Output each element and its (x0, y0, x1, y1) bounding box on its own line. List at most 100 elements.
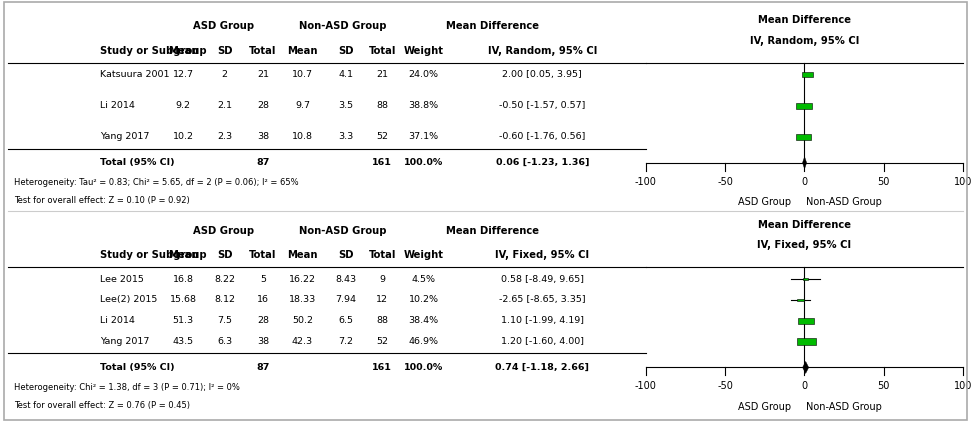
Text: 7.2: 7.2 (338, 337, 353, 346)
Text: 2.1: 2.1 (218, 101, 232, 110)
Text: Heterogeneity: Chi² = 1.38, df = 3 (P = 0.71); I² = 0%: Heterogeneity: Chi² = 1.38, df = 3 (P = … (15, 383, 240, 392)
Text: Weight: Weight (404, 46, 444, 56)
Text: 7.94: 7.94 (335, 295, 356, 304)
Text: IV, Random, 95% CI: IV, Random, 95% CI (487, 46, 597, 56)
Text: 42.3: 42.3 (292, 337, 313, 346)
Text: Mean Difference: Mean Difference (446, 226, 539, 236)
Text: SD: SD (217, 250, 232, 260)
Text: ASD Group: ASD Group (738, 402, 791, 411)
Text: Mean Difference: Mean Difference (758, 16, 851, 25)
Text: 52: 52 (376, 132, 388, 141)
Text: 38: 38 (257, 132, 269, 141)
Text: 50: 50 (878, 381, 890, 392)
Text: -0.60 [-1.76, 0.56]: -0.60 [-1.76, 0.56] (499, 132, 586, 141)
Text: 3.5: 3.5 (338, 101, 353, 110)
Text: -2.65 [-8.65, 3.35]: -2.65 [-8.65, 3.35] (499, 295, 586, 304)
Text: 12: 12 (376, 295, 388, 304)
Text: Non-ASD Group: Non-ASD Group (806, 402, 882, 411)
Text: Yang 2017: Yang 2017 (100, 132, 150, 141)
Text: 1.10 [-1.99, 4.19]: 1.10 [-1.99, 4.19] (501, 316, 584, 325)
Text: SD: SD (338, 46, 353, 56)
Text: 50.2: 50.2 (292, 316, 313, 325)
Text: ASD Group: ASD Group (192, 22, 253, 32)
Text: 88: 88 (376, 316, 388, 325)
Text: ASD Group: ASD Group (192, 226, 253, 236)
FancyBboxPatch shape (798, 318, 815, 324)
Text: IV, Fixed, 95% CI: IV, Fixed, 95% CI (757, 240, 852, 250)
Text: Study or Subgroup: Study or Subgroup (100, 46, 207, 56)
Text: Weight: Weight (404, 250, 444, 260)
Text: Total: Total (369, 46, 396, 56)
Text: 88: 88 (376, 101, 388, 110)
Text: 0: 0 (801, 177, 808, 187)
Text: 100.0%: 100.0% (404, 158, 444, 167)
Text: 24.0%: 24.0% (409, 70, 439, 79)
Text: 8.12: 8.12 (215, 295, 235, 304)
Text: Test for overall effect: Z = 0.76 (P = 0.45): Test for overall effect: Z = 0.76 (P = 0… (15, 401, 190, 410)
FancyBboxPatch shape (802, 73, 814, 77)
Text: 100.0%: 100.0% (404, 363, 444, 372)
Text: 8.22: 8.22 (215, 275, 235, 284)
Text: 28: 28 (257, 101, 269, 110)
Text: IV, Fixed, 95% CI: IV, Fixed, 95% CI (495, 250, 589, 260)
Text: Yang 2017: Yang 2017 (100, 337, 150, 346)
Text: Study or Subgroup: Study or Subgroup (100, 250, 207, 260)
Text: 0.06 [-1.23, 1.36]: 0.06 [-1.23, 1.36] (495, 158, 589, 167)
Text: Non-ASD Group: Non-ASD Group (299, 22, 386, 32)
Text: Mean: Mean (287, 250, 318, 260)
Text: 5: 5 (260, 275, 266, 284)
Text: 3.3: 3.3 (338, 132, 353, 141)
Text: Mean Difference: Mean Difference (758, 220, 851, 230)
Text: ASD Group: ASD Group (738, 197, 791, 207)
Text: Li 2014: Li 2014 (100, 316, 135, 325)
FancyBboxPatch shape (797, 299, 804, 301)
Polygon shape (802, 157, 807, 169)
Text: 161: 161 (372, 363, 392, 372)
Text: Total: Total (250, 250, 277, 260)
Text: Mean Difference: Mean Difference (446, 22, 539, 32)
Text: 38.4%: 38.4% (409, 316, 439, 325)
Text: 16.22: 16.22 (289, 275, 316, 284)
Text: 6.5: 6.5 (338, 316, 353, 325)
Text: 9: 9 (380, 275, 385, 284)
Text: 2: 2 (221, 70, 227, 79)
Text: -0.50 [-1.57, 0.57]: -0.50 [-1.57, 0.57] (499, 101, 586, 110)
Text: Mean: Mean (168, 250, 198, 260)
Text: 6.3: 6.3 (218, 337, 232, 346)
Text: 16: 16 (257, 295, 269, 304)
Text: -100: -100 (635, 177, 656, 187)
Text: 9.2: 9.2 (176, 101, 190, 110)
Text: 51.3: 51.3 (173, 316, 194, 325)
Text: 52: 52 (376, 337, 388, 346)
Text: SD: SD (217, 46, 232, 56)
Polygon shape (803, 361, 809, 373)
Text: 46.9%: 46.9% (409, 337, 439, 346)
FancyBboxPatch shape (797, 338, 816, 345)
Text: 28: 28 (257, 316, 269, 325)
Text: Non-ASD Group: Non-ASD Group (299, 226, 386, 236)
Text: 0: 0 (801, 381, 808, 392)
Text: 1.20 [-1.60, 4.00]: 1.20 [-1.60, 4.00] (501, 337, 584, 346)
Text: 37.1%: 37.1% (409, 132, 439, 141)
Text: 12.7: 12.7 (173, 70, 193, 79)
Text: 161: 161 (372, 158, 392, 167)
Text: 100: 100 (954, 177, 971, 187)
Text: Mean: Mean (287, 46, 318, 56)
Text: Lee 2015: Lee 2015 (100, 275, 144, 284)
Text: 21: 21 (376, 70, 388, 79)
Text: 4.5%: 4.5% (412, 275, 436, 284)
Text: 0.74 [-1.18, 2.66]: 0.74 [-1.18, 2.66] (495, 363, 589, 372)
Text: Non-ASD Group: Non-ASD Group (806, 197, 882, 207)
Text: 10.2%: 10.2% (409, 295, 439, 304)
Text: IV, Random, 95% CI: IV, Random, 95% CI (750, 35, 859, 46)
Text: -50: -50 (718, 381, 733, 392)
Text: SD: SD (338, 250, 353, 260)
Text: 9.7: 9.7 (295, 101, 310, 110)
Text: Li 2014: Li 2014 (100, 101, 135, 110)
Text: Total (95% CI): Total (95% CI) (100, 158, 175, 167)
Text: 43.5: 43.5 (173, 337, 194, 346)
Text: 10.7: 10.7 (292, 70, 313, 79)
Text: -100: -100 (635, 381, 656, 392)
Text: Mean: Mean (168, 46, 198, 56)
Text: 87: 87 (256, 158, 270, 167)
